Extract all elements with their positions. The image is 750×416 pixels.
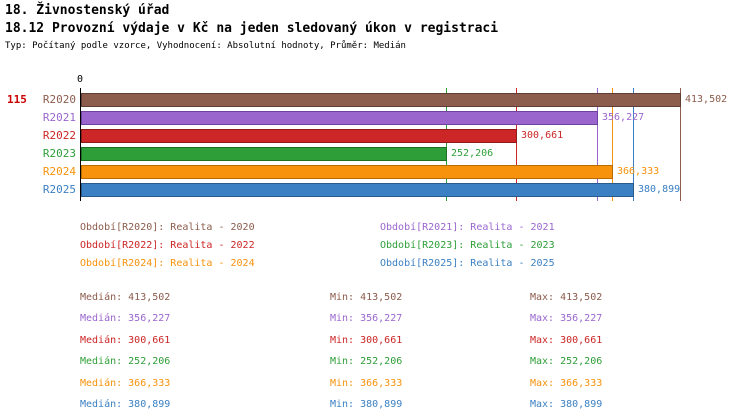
stats-min: Min: 380,899: [330, 399, 403, 410]
legend-item: Období[R2023]: Realita - 2023: [380, 240, 555, 251]
bar: [81, 129, 517, 143]
bar: [81, 147, 447, 161]
value-gridline: [597, 88, 598, 201]
stats-min: Min: 366,333: [330, 378, 403, 389]
indicator-meta: Typ: Počítaný podle vzorce, Vyhodnocení:…: [5, 41, 406, 51]
legend-item: Období[R2020]: Realita - 2020: [80, 222, 255, 233]
value-gridline: [446, 88, 447, 201]
report-title: 18. Živnostenský úřad: [5, 3, 170, 18]
category-label: R2022: [42, 129, 76, 142]
bar: [81, 93, 681, 107]
bar-value-label: 300,661: [521, 130, 564, 141]
indicator-number: 115: [7, 93, 27, 106]
stats-max: Max: 366,333: [530, 378, 603, 389]
bar: [81, 111, 598, 125]
legend-item: Období[R2024]: Realita - 2024: [80, 258, 255, 269]
bar-value-label: 252,206: [451, 148, 494, 159]
stats-min: Min: 356,227: [330, 313, 403, 324]
stats-max: Max: 252,206: [530, 356, 603, 367]
x-axis-zero-label: 0: [76, 74, 84, 85]
stats-median: Medián: 300,661: [80, 335, 171, 346]
stats-min: Min: 413,502: [330, 292, 403, 303]
stats-max: Max: 380,899: [530, 399, 603, 410]
category-label: R2025: [42, 183, 76, 196]
category-label: R2021: [42, 111, 76, 124]
stats-max: Max: 413,502: [530, 292, 603, 303]
stats-min: Min: 300,661: [330, 335, 403, 346]
indicator-title: 18.12 Provozní výdaje v Kč na jeden sled…: [5, 21, 499, 36]
bar-value-label: 380,899: [638, 184, 681, 195]
stats-median: Medián: 413,502: [80, 292, 171, 303]
bar-value-label: 356,227: [602, 112, 645, 123]
bar-value-label: 366,333: [617, 166, 660, 177]
legend-item: Období[R2022]: Realita - 2022: [80, 240, 255, 251]
category-label: R2023: [42, 147, 76, 160]
legend-item: Období[R2025]: Realita - 2025: [380, 258, 555, 269]
stats-max: Max: 300,661: [530, 335, 603, 346]
stats-max: Max: 356,227: [530, 313, 603, 324]
category-label: R2024: [42, 165, 76, 178]
value-gridline: [680, 88, 681, 201]
value-gridline: [612, 88, 613, 201]
bar: [81, 165, 613, 179]
stats-median: Medián: 366,333: [80, 378, 171, 389]
bar-value-label: 413,502: [685, 94, 728, 105]
category-label: R2020: [42, 93, 76, 106]
y-axis-line: [80, 88, 81, 201]
bar: [81, 183, 634, 197]
stats-median: Medián: 252,206: [80, 356, 171, 367]
stats-median: Medián: 380,899: [80, 399, 171, 410]
stats-min: Min: 252,206: [330, 356, 403, 367]
stats-median: Medián: 356,227: [80, 313, 171, 324]
legend-item: Období[R2021]: Realita - 2021: [380, 222, 555, 233]
value-gridline: [516, 88, 517, 201]
value-gridline: [633, 88, 634, 201]
